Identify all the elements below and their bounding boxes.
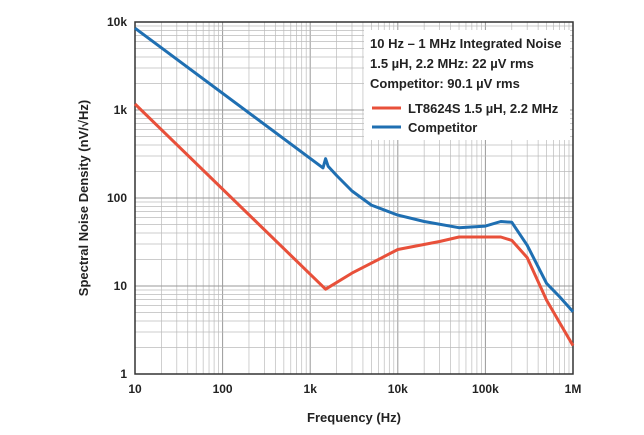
- y-tick-label: 10k: [107, 15, 127, 29]
- x-tick-label: 10k: [388, 382, 408, 396]
- x-tick-label: 100: [213, 382, 233, 396]
- legend-label-lt8624s: LT8624S 1.5 µH, 2.2 MHz: [408, 101, 559, 116]
- x-tick-label: 1k: [304, 382, 318, 396]
- legend-box: [364, 30, 570, 140]
- series-line-lt8624s: [133, 102, 575, 347]
- y-tick-label: 1k: [114, 103, 128, 117]
- annotation-line-1: 10 Hz – 1 MHz Integrated Noise: [370, 36, 561, 51]
- y-axis-label: Spectral Noise Density (nV/√Hz): [76, 100, 91, 296]
- legend-label-competitor: Competitor: [408, 120, 477, 135]
- x-tick-label: 10: [128, 382, 142, 396]
- x-axis-label: Frequency (Hz): [307, 410, 401, 425]
- x-tick-label: 100k: [472, 382, 499, 396]
- plot-frame: [134, 21, 574, 375]
- x-tick-label: 1M: [565, 382, 582, 396]
- y-tick-label: 10: [114, 279, 128, 293]
- annotation-line-3: Competitor: 90.1 µV rms: [370, 76, 520, 91]
- series-line-competitor: [134, 26, 575, 313]
- y-tick-label: 100: [107, 191, 127, 205]
- annotation-line-2: 1.5 µH, 2.2 MHz: 22 µV rms: [370, 56, 534, 71]
- y-tick-label: 1: [120, 367, 127, 381]
